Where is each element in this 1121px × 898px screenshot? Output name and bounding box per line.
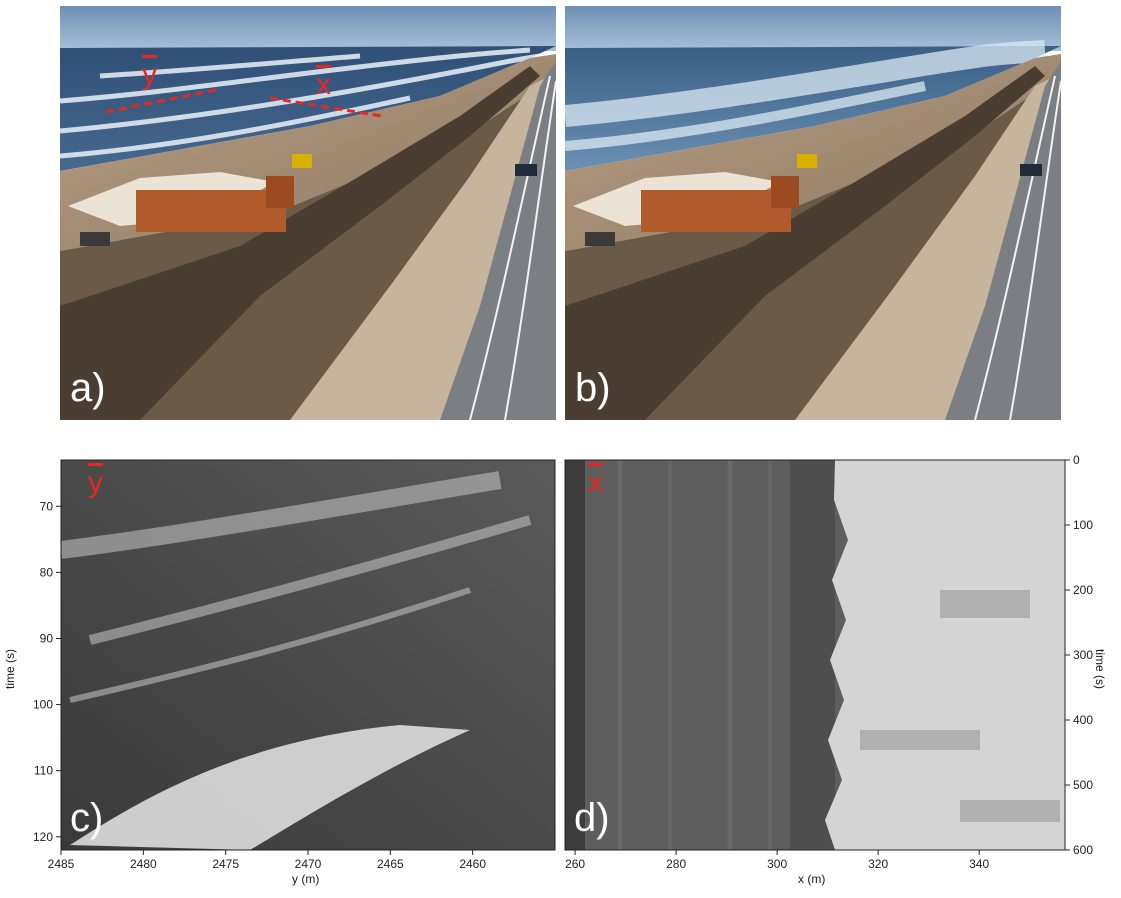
y-tick-label: 80 — [40, 565, 54, 579]
photo-panel-b: b) — [565, 6, 1061, 420]
y-tick-label: 110 — [34, 764, 53, 778]
x-tick-label: 2485 — [48, 857, 75, 871]
y-tick-label: 70 — [40, 499, 54, 513]
x-tick-label: 340 — [969, 857, 989, 871]
transect-label-x: x — [316, 68, 331, 101]
y-tick-label: 600 — [1073, 843, 1093, 857]
panel-label-b: b) — [575, 366, 611, 410]
timestack-chart-c: 2485 2480 2475 2470 2465 2460 70 80 90 100 110 120 … — [0, 440, 560, 893]
panel-label-c: c) — [70, 796, 104, 840]
y-tick-label: 0 — [1073, 453, 1080, 467]
transect-line-y — [105, 88, 217, 114]
y-tick-label: 500 — [1073, 778, 1093, 792]
transect-label-y-stack: y — [88, 466, 103, 499]
x-tick-label: 2465 — [377, 857, 404, 871]
x-tick-label: 2480 — [130, 857, 157, 871]
x-axis-title-d: x (m) — [798, 872, 826, 886]
x-tick-label: 320 — [868, 857, 888, 871]
wave-streaks-c — [59, 471, 532, 703]
panel-label-d: d) — [574, 796, 610, 840]
x-tick-label: 280 — [666, 857, 686, 871]
beach-photo-snapshot — [60, 6, 556, 420]
x-tick-label: 2470 — [295, 857, 322, 871]
y-tick-label: 300 — [1073, 648, 1093, 662]
y-tick-label: 120 — [33, 830, 53, 844]
x-tick-label: 260 — [565, 857, 585, 871]
x-tick-label: 2475 — [212, 857, 239, 871]
timestack-chart-d: 260 280 300 320 340 0 100 200 300 400 500 600 x d) … — [560, 440, 1121, 893]
vertical-stripes-d — [618, 460, 772, 850]
bright-wave-c — [70, 725, 470, 850]
transect-label-y: y — [142, 58, 157, 91]
x-tick-label: 300 — [767, 857, 787, 871]
y-axis-title-d: time (s) — [1093, 649, 1107, 689]
y-tick-label: 100 — [33, 698, 53, 712]
y-tick-label: 400 — [1073, 713, 1093, 727]
transect-label-x-stack: x — [588, 466, 603, 499]
y-tick-label: 90 — [40, 631, 54, 645]
y-tick-label: 100 — [1073, 518, 1093, 532]
x-axis-title-c: y (m) — [292, 872, 320, 886]
transect-line-x — [269, 96, 383, 118]
beach-photo-timex — [565, 6, 1061, 420]
panel-label-a: a) — [70, 366, 106, 410]
x-tick-label: 2460 — [459, 857, 486, 871]
y-tick-label: 200 — [1073, 583, 1093, 597]
y-axis-title-c: time (s) — [3, 649, 17, 689]
swash-zone-d — [825, 460, 1065, 850]
photo-panel-a: y x a) — [60, 6, 556, 420]
